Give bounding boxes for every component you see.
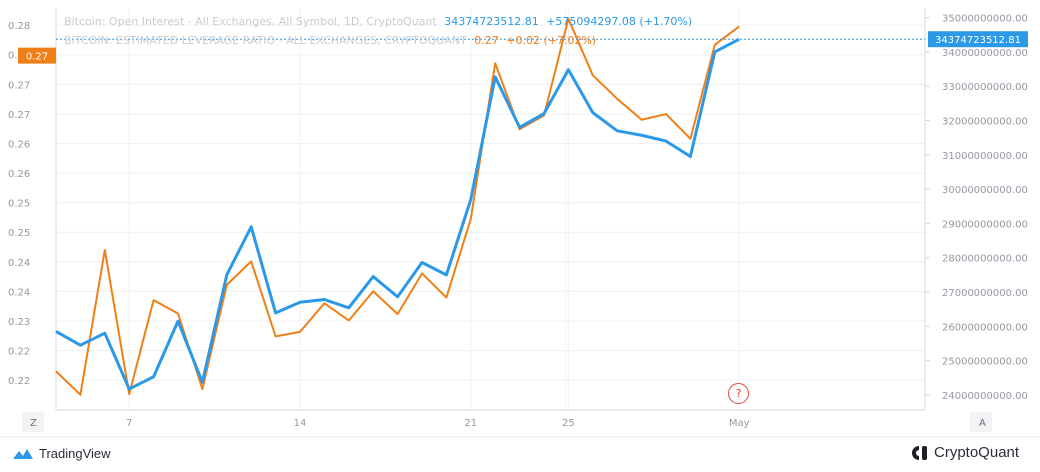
right-axis-tick-label: 35000000000.00 [942,14,1028,25]
x-axis-tick-label: 25 [562,418,575,429]
x-axis-tick-label: 21 [464,418,477,429]
x-axis-tick-label: 14 [294,418,307,429]
legend-leverage-ratio-value: 0.27 [474,34,499,47]
legend-leverage-ratio: BITCOIN: ESTIMATED LEVERAGE RATIO - ALL … [64,34,596,47]
left-axis-tick-label: 0.28 [8,21,30,32]
left-axis-tick-label: 0.23 [8,317,30,328]
tradingview-icon [13,448,33,459]
help-button[interactable]: ? [728,383,749,404]
cryptoquant-label: CryptoQuant [934,444,1020,461]
cryptoquant-logo[interactable]: CryptoQuant [911,444,1019,461]
open-interest-last-value-label: 34374723512.81 [935,35,1021,46]
right-axis-tick-label: 25000000000.00 [942,357,1028,368]
open-interest-last-value-badge [928,31,1028,48]
auto-scale-right-button[interactable]: A [979,418,986,429]
tradingview-logo[interactable]: TradingView [12,446,111,461]
x-axis-tick-label: 7 [126,418,132,429]
left-axis-tick-label: 0.24 [8,287,30,298]
left-axis-tick-label: 0.26 [8,139,30,150]
corner-box-left [22,412,44,432]
left-axis-tick-label: 0.24 [8,258,30,269]
legend-open-interest: Bitcoin: Open Interest - All Exchanges, … [64,15,692,28]
leverage-ratio-last-value-badge [18,47,56,64]
legend-leverage-ratio-change: +0.02 (+7.02%) [506,34,597,47]
right-axis-tick-label: 30000000000.00 [942,185,1028,196]
auto-scale-left-button[interactable]: Z [30,418,37,429]
left-axis-tick-label: 0.22 [8,376,30,387]
tradingview-label: TradingView [39,446,111,461]
corner-box-right [970,412,992,432]
left-axis-tick-label: 0.27 [8,110,30,121]
left-axis-tick-label: 0.25 [8,228,30,239]
right-axis-tick-label: 31000000000.00 [942,151,1028,162]
right-axis-tick-label: 24000000000.00 [942,391,1028,402]
x-axis-tick-label: May [729,418,750,429]
legend-open-interest-name: Bitcoin: Open Interest - All Exchanges, … [64,15,437,28]
legend-open-interest-value: 34374723512.81 [444,15,539,28]
left-axis-tick-label: 0.22 [8,347,30,358]
right-axis-tick-label: 27000000000.00 [942,288,1028,299]
right-axis-tick-label: 28000000000.00 [942,254,1028,265]
right-axis-tick-label: 26000000000.00 [942,322,1028,333]
right-axis-tick-label: 33000000000.00 [942,82,1028,93]
left-axis-tick-label: 0.25 [8,199,30,210]
open-interest-series-line [55,37,740,391]
leverage-ratio-last-value-label: 0.27 [26,52,48,63]
left-axis-tick-label: 0.27 [8,80,30,91]
right-axis-tick-label: 32000000000.00 [942,117,1028,128]
legend-open-interest-change: +575094297.08 (+1.70%) [546,15,693,28]
right-axis-tick-label: 34000000000.00 [942,48,1028,59]
right-axis-tick-label: 29000000000.00 [942,219,1028,230]
left-axis-tick-label: 0.26 [8,169,30,180]
cryptoquant-icon [912,445,927,460]
legend-leverage-ratio-name: BITCOIN: ESTIMATED LEVERAGE RATIO - ALL … [64,34,467,47]
leverage-ratio-series-line [55,17,740,396]
